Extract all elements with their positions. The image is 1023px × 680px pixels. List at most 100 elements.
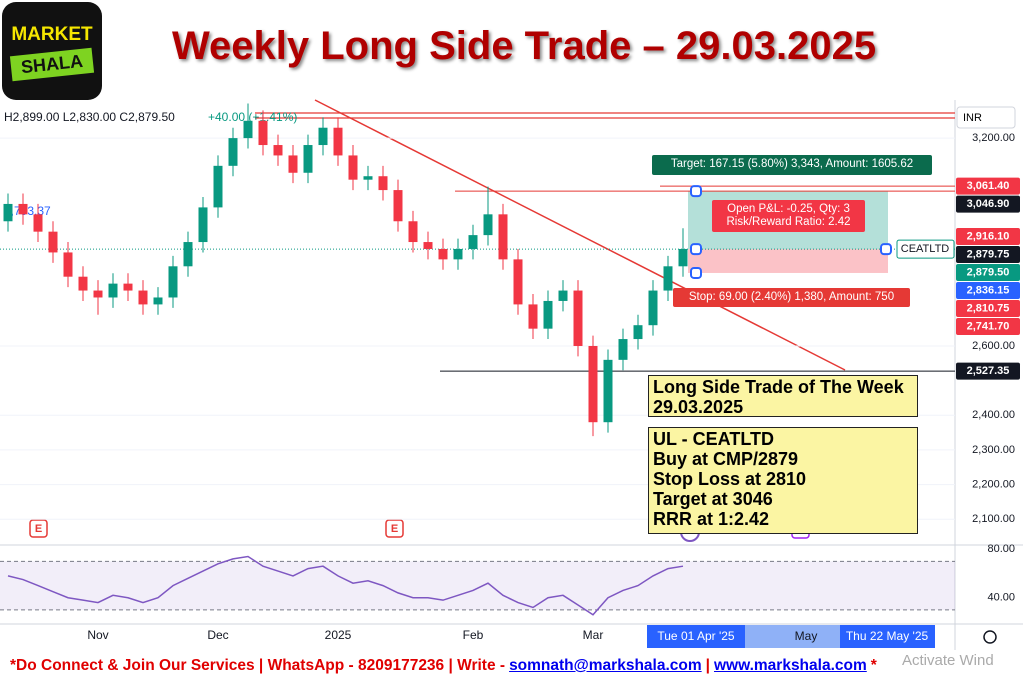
price-label-bg <box>956 317 1020 335</box>
y-tick-label: 2,600.00 <box>972 340 1015 352</box>
x-tick-label: 2025 <box>325 628 352 642</box>
stop-label-text: Stop: 69.00 (2.40%) 1,380, Amount: 750 <box>689 291 894 303</box>
footer-text: | <box>705 657 710 674</box>
note-line: Long Side Trade of The Week <box>653 377 904 397</box>
logo-text: SHALA <box>9 47 95 82</box>
symbol-label: CEATLTD <box>901 243 950 255</box>
candle-body <box>438 248 448 260</box>
candle-body <box>543 300 553 329</box>
price-label-bg <box>956 281 1020 299</box>
website-link[interactable]: www.markshala.com <box>713 657 867 674</box>
x-tick-label: Mar <box>583 628 604 642</box>
watermark: Activate Wind <box>902 652 994 669</box>
candle-body <box>78 276 88 291</box>
x-tick-label: Dec <box>207 628 228 642</box>
target-label-text: Target: 167.15 (5.80%) 3,343, Amount: 16… <box>671 158 913 170</box>
candle-body <box>3 203 13 222</box>
time-cursor-label: Thu 22 May '25 <box>846 629 929 643</box>
title: Weekly Long Side Trade – 29.03.2025 <box>172 24 877 68</box>
candle-body <box>123 283 133 291</box>
candle-body <box>528 304 538 329</box>
change-legend: +40.00 (+1.41%) <box>208 110 297 124</box>
note-line: Buy at CMP/2879 <box>653 449 799 469</box>
ohlc-legend: H2,899.00 L2,830.00 C2,879.50 <box>4 110 175 124</box>
note-line: RRR at 1:2.42 <box>653 509 770 529</box>
candle-body <box>198 207 208 243</box>
price-label-bg <box>956 263 1020 281</box>
candle-body <box>513 259 523 305</box>
currency: INR <box>963 112 982 124</box>
trend-line <box>314 99 846 371</box>
candle-body <box>348 155 358 180</box>
target-label <box>652 155 932 175</box>
candle-body <box>678 248 688 267</box>
note-line: Stop Loss at 2810 <box>653 469 807 489</box>
rsi-tick-label: 80.00 <box>987 543 1015 555</box>
price-label-bg <box>956 245 1020 263</box>
drag-handle <box>690 266 702 279</box>
candle-body <box>453 248 463 260</box>
candle-body <box>333 127 343 156</box>
footer-text: *Do Connect & Join Our Services | WhatsA… <box>10 657 506 674</box>
candle-body <box>618 339 628 360</box>
svg-text:E: E <box>391 523 398 535</box>
y-tick-label: 2,200.00 <box>972 478 1015 490</box>
note-line: UL - CEATLTD <box>653 429 774 449</box>
candle-body <box>258 120 268 146</box>
rsi-band <box>0 561 955 610</box>
candle-body <box>363 176 373 180</box>
candle-body <box>633 325 643 340</box>
note-box: Long Side Trade of The Week 29.03.2025 <box>648 375 918 417</box>
candle-body <box>168 266 178 298</box>
candle-body <box>423 242 433 249</box>
candle-body <box>648 290 658 326</box>
price-label-bg <box>956 195 1020 213</box>
note-line: Target at 3046 <box>653 489 773 509</box>
x-tick-label: May <box>795 629 818 643</box>
candle-body <box>498 214 508 260</box>
footer-text: * <box>870 657 877 674</box>
candle-body <box>183 242 193 267</box>
rsi-line <box>7 555 684 616</box>
price-label: 2,916.10 <box>967 230 1010 242</box>
candle-body <box>603 359 613 423</box>
candle-body <box>468 235 478 249</box>
y-tick-label: 3,200.00 <box>972 132 1015 144</box>
candle-body <box>93 290 103 298</box>
logo: MARKET SHALA <box>2 2 102 100</box>
candle-body <box>288 155 298 173</box>
price-label: 2,810.75 <box>967 302 1010 314</box>
settings-icon[interactable] <box>983 630 997 644</box>
email-link[interactable]: somnath@markshala.com <box>509 657 702 674</box>
footer: *Do Connect & Join Our Services | WhatsA… <box>10 657 877 675</box>
candle-body <box>588 345 598 423</box>
earnings-icon[interactable]: E <box>385 519 404 538</box>
candle-body <box>378 176 388 191</box>
drag-handle <box>880 243 892 256</box>
x-tick-label: Nov <box>87 628 108 642</box>
currency-button[interactable] <box>956 106 1016 129</box>
price-label: 2,879.50 <box>967 266 1010 278</box>
candle-body <box>63 252 73 277</box>
price-label: 3,061.40 <box>967 180 1010 192</box>
rsi-tick-label: 40.00 <box>987 592 1015 604</box>
candle-body <box>273 145 283 156</box>
logo-text: MARKET <box>11 24 93 45</box>
candle-body <box>33 214 43 232</box>
price-label-bg <box>956 227 1020 245</box>
stop-label <box>673 288 910 307</box>
pnl-label-text: Open P&L: -0.25, Qty: 3 <box>727 203 850 215</box>
earnings-icon[interactable]: E <box>29 519 48 538</box>
price-label: 2,879.75 <box>967 248 1010 260</box>
time-cursor-label: Tue 01 Apr '25 <box>657 629 735 643</box>
pnl-label <box>712 200 865 232</box>
candle-body <box>108 283 118 298</box>
candle-body <box>393 190 403 222</box>
price-label-bg <box>956 299 1020 317</box>
price-label: 2,836.15 <box>967 284 1010 296</box>
candle-body <box>663 266 673 291</box>
candle-body <box>243 120 253 139</box>
price-label-bg <box>956 362 1020 380</box>
candle-body <box>408 221 418 243</box>
